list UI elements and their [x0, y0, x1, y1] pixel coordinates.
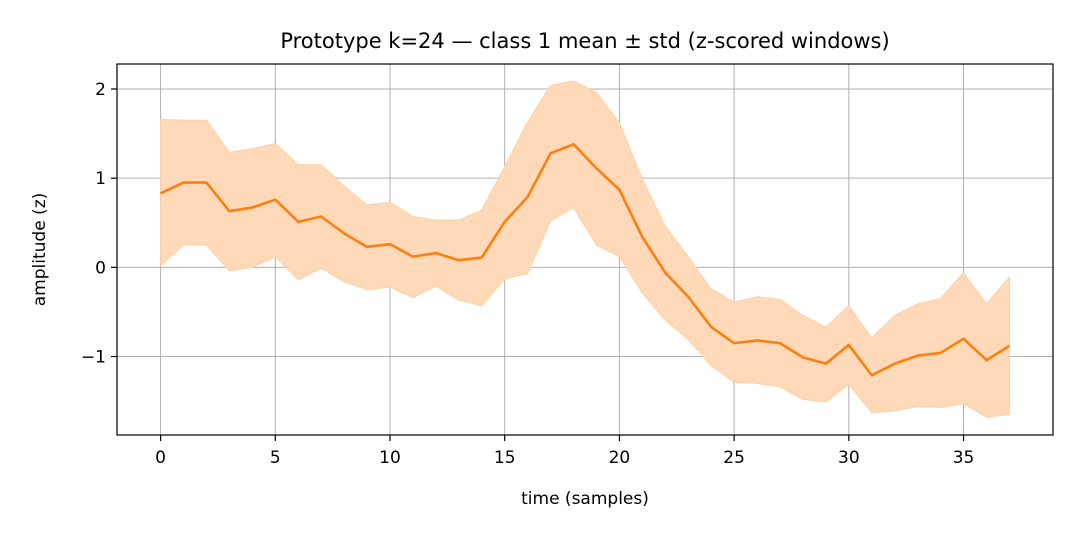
x-tick-label: 35 [953, 448, 975, 468]
chart-title: Prototype k=24 — class 1 mean ± std (z-s… [280, 29, 889, 53]
mean-line [160, 142, 1011, 377]
mean-line-layer [160, 142, 1011, 377]
y-axis-label: amplitude (z) [30, 193, 50, 307]
std-band [160, 80, 1010, 418]
x-tick-label: 20 [609, 448, 631, 468]
y-tick-label: 2 [95, 80, 106, 100]
x-tick-label: 25 [723, 448, 745, 468]
x-axis: 0 5 10 15 20 25 30 35 [155, 435, 974, 468]
y-tick-label: −1 [81, 348, 106, 368]
x-axis-label: time (samples) [521, 489, 649, 509]
x-tick-label: 30 [838, 448, 860, 468]
y-tick-label: 0 [95, 258, 106, 278]
x-tick-label: 5 [270, 448, 281, 468]
y-axis: 2 1 0 −1 [81, 80, 117, 368]
y-tick-label: 1 [95, 169, 106, 189]
x-tick-label: 15 [494, 448, 516, 468]
x-tick-label: 0 [155, 448, 166, 468]
x-tick-label: 10 [379, 448, 401, 468]
std-band-layer [160, 80, 1010, 418]
plot-area-frame [116, 63, 1054, 436]
